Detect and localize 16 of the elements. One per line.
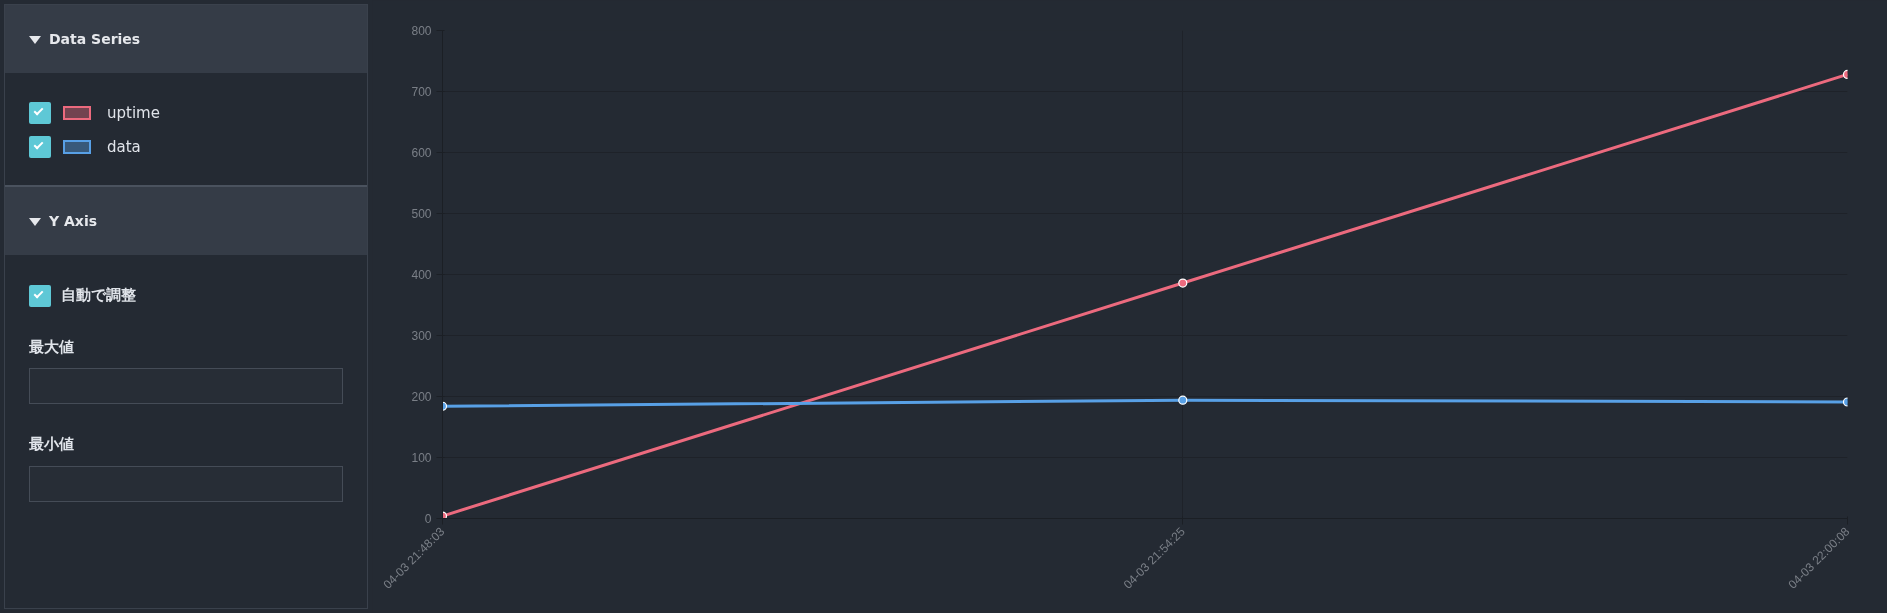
text: 自動で調整 [61,286,136,305]
text: Data Series [49,31,141,47]
text: 最大値 [29,337,75,358]
y-tick-label: 400 [411,268,432,282]
y-tick-label: 600 [411,146,432,160]
y-tick-label: 500 [411,207,432,221]
y-tick-label: 0 [424,512,432,526]
y-tick-label: 800 [411,24,432,38]
text: 最小値 [29,434,75,456]
text: Y Axis [49,213,98,229]
y-tick-label: 700 [411,85,432,99]
y-tick-label: 200 [411,390,432,404]
y-tick-label: 300 [411,329,432,343]
y-tick-label: 100 [411,451,432,465]
legend-label: data [107,137,141,156]
legend-label: uptime [107,103,160,122]
